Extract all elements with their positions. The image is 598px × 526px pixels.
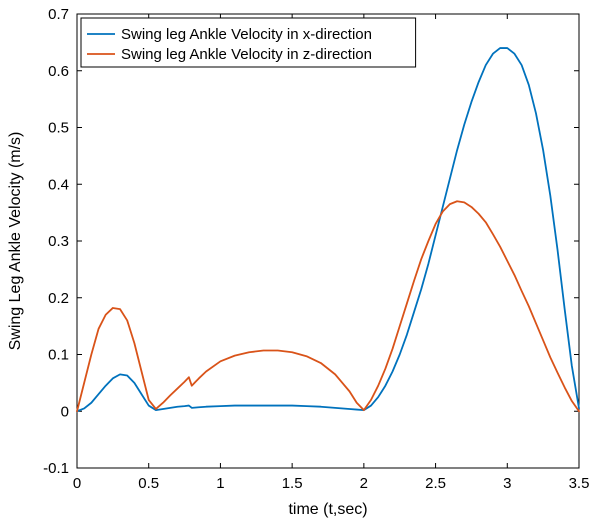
y-tick-label: 0.3 — [48, 233, 69, 250]
y-tick-label: 0.4 — [48, 176, 69, 193]
x-tick-label: 0 — [73, 475, 81, 492]
series-x-direction — [77, 48, 579, 411]
y-tick-label: 0.1 — [48, 347, 69, 364]
y-tick-label: 0.5 — [48, 120, 69, 137]
x-tick-label: 1.5 — [282, 475, 303, 492]
velocity-chart: 00.511.522.533.5-0.100.10.20.30.40.50.60… — [0, 0, 598, 526]
plot-frame — [77, 14, 579, 468]
y-tick-label: 0 — [61, 403, 69, 420]
chart-svg: 00.511.522.533.5-0.100.10.20.30.40.50.60… — [0, 0, 598, 526]
x-tick-label: 3 — [503, 475, 511, 492]
y-axis-label: Swing Leg Ankle Velocity (m/s) — [7, 132, 24, 351]
x-tick-label: 1 — [216, 475, 224, 492]
y-tick-label: 0.6 — [48, 63, 69, 80]
x-tick-label: 2.5 — [425, 475, 446, 492]
x-tick-label: 0.5 — [138, 475, 159, 492]
y-tick-label: -0.1 — [43, 460, 69, 477]
legend-label: Swing leg Ankle Velocity in x-direction — [121, 26, 372, 43]
series-z-direction — [77, 201, 579, 411]
y-tick-label: 0.7 — [48, 6, 69, 23]
x-tick-label: 3.5 — [569, 475, 590, 492]
y-tick-label: 0.2 — [48, 290, 69, 307]
legend-label: Swing leg Ankle Velocity in z-direction — [121, 46, 372, 63]
x-tick-label: 2 — [360, 475, 368, 492]
x-axis-label: time (t,sec) — [288, 501, 367, 518]
